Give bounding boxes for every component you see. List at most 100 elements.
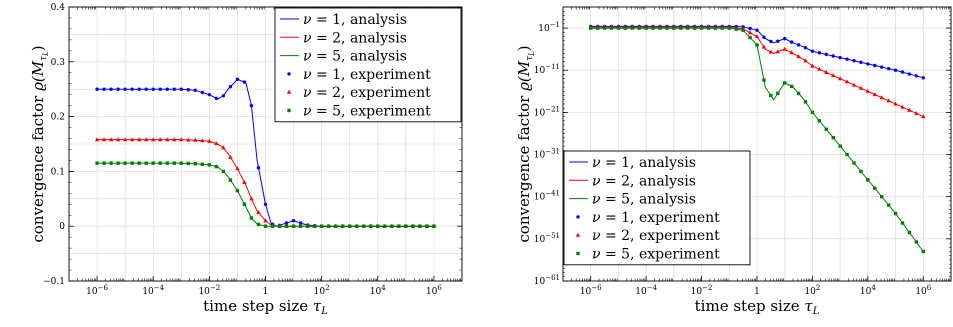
data-point [837, 76, 843, 81]
tick-exponent: 2 [816, 284, 820, 292]
data-point [914, 240, 919, 244]
data-point [783, 36, 787, 41]
data-point [383, 224, 387, 228]
data-point [221, 169, 226, 174]
x-tick-label: 10−4 [142, 284, 164, 297]
tick-exponent: 6 [437, 284, 442, 292]
tick-base: 10 [86, 287, 98, 297]
x-axis-label-subscript: L [320, 306, 328, 317]
legend-box [563, 150, 751, 266]
data-point [817, 51, 822, 55]
data-point [116, 161, 120, 165]
tick-base: 10 [534, 151, 546, 161]
data-point [623, 26, 628, 30]
legend-label: ν = 1, experiment [592, 210, 720, 226]
y-tick-label: 10−61 [534, 274, 560, 287]
data-point [179, 161, 183, 165]
data-point [432, 224, 436, 228]
tick-base: 10 [142, 287, 154, 297]
y-axis-label-part: τ [39, 55, 49, 61]
data-point [172, 87, 176, 91]
data-point [893, 101, 898, 106]
data-point [207, 92, 212, 97]
data-point [893, 68, 898, 72]
data-point [179, 87, 183, 91]
legend-label-text: = 2, experiment [601, 228, 721, 244]
tick-exponent: −1 [550, 21, 560, 29]
data-point [221, 145, 226, 150]
y-tick-label: 0.3 [51, 58, 66, 68]
data-point [762, 78, 766, 82]
y-axis-label-part: M [515, 60, 533, 77]
data-point [277, 224, 282, 228]
data-point [411, 224, 415, 228]
x-tick-label: 10−2 [198, 284, 220, 297]
x-tick-label: 106 [915, 284, 931, 297]
data-point [287, 72, 291, 76]
legend-label-nu: ν [592, 228, 601, 244]
y-axis-label: convergence factor ϱ(MτL) [29, 45, 50, 242]
y-axis-label-part: convergence factor [515, 91, 533, 243]
data-point [214, 164, 219, 169]
data-point [256, 222, 261, 227]
data-point [123, 161, 127, 165]
data-point [235, 166, 240, 171]
tick-exponent: 2 [325, 284, 329, 292]
y-axis-label-text: convergence factor ϱ(MτL) [29, 45, 50, 242]
data-point [129, 137, 135, 142]
tick-base: 10 [314, 287, 326, 297]
data-point [200, 162, 205, 166]
data-point [397, 224, 401, 228]
data-point [312, 224, 317, 228]
legend-label-nu: ν [592, 173, 601, 189]
legend-label-text: = 5, analysis [312, 49, 407, 65]
x-tick-label: 10−6 [580, 284, 602, 297]
data-point [186, 88, 191, 92]
data-point [699, 26, 704, 30]
tick-base: 10 [691, 287, 703, 297]
data-point [228, 84, 233, 89]
x-tick-label: 10−6 [86, 284, 108, 297]
data-point [748, 26, 752, 31]
data-point [866, 62, 870, 66]
data-point [158, 137, 163, 142]
y-axis-label-part: M [29, 60, 47, 77]
legend-label-nu: ν [592, 192, 601, 208]
data-point [741, 28, 745, 32]
x-tick-label: 1 [263, 287, 269, 297]
data-point [768, 49, 774, 54]
data-point [907, 230, 912, 235]
data-point [369, 224, 373, 228]
data-point [754, 34, 760, 39]
data-point [425, 224, 429, 228]
data-point [263, 218, 268, 223]
series-line [590, 27, 924, 252]
series-line [590, 26, 924, 118]
data-point [880, 65, 884, 69]
legend-label: ν = 2, analysis [592, 173, 696, 189]
data-point [263, 202, 268, 206]
data-point [130, 161, 134, 165]
data-point [102, 87, 106, 91]
data-point [172, 137, 177, 142]
legend-label-text: = 5, analysis [601, 192, 696, 208]
data-point [242, 80, 247, 84]
data-point [873, 63, 877, 68]
y-axis-label: convergence factor ϱ(MτL) [515, 45, 536, 242]
y-axis-label-part: τ [525, 55, 535, 61]
tick-base: 10 [534, 235, 546, 245]
legend-label-nu: ν [592, 247, 601, 263]
data-point [755, 43, 759, 47]
data-point [193, 137, 198, 142]
data-point [340, 224, 345, 228]
legend-label-text: = 2, analysis [601, 173, 696, 189]
legend-label-nu: ν [303, 67, 312, 83]
x-tick-label: 106 [426, 284, 442, 297]
data-point [817, 119, 822, 123]
data-point [95, 87, 99, 91]
data-point [116, 87, 120, 91]
data-point [914, 74, 919, 78]
data-point [900, 70, 905, 74]
data-point [831, 73, 836, 78]
